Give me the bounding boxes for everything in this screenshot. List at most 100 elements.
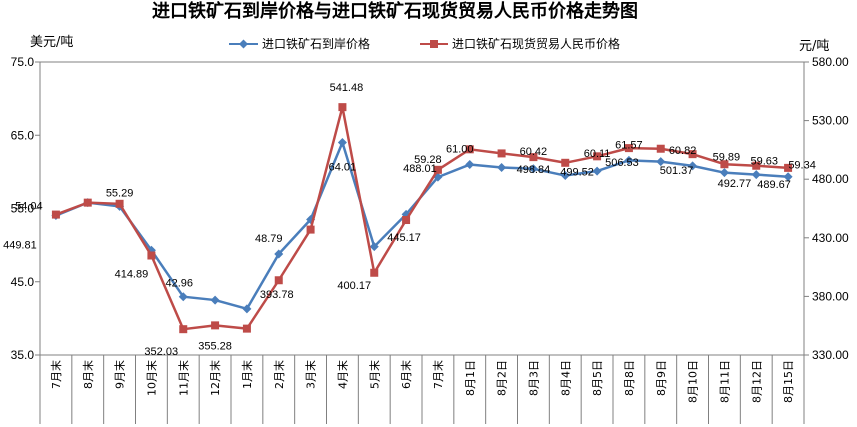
data-point-series-1 xyxy=(719,168,729,178)
data-point-series-2 xyxy=(242,324,251,333)
data-label-series-2: 498.84 xyxy=(517,164,551,176)
data-point-series-2 xyxy=(147,251,156,260)
data-point-series-2 xyxy=(83,198,92,207)
data-point-series-2 xyxy=(497,149,506,158)
data-point-series-2 xyxy=(402,216,411,225)
data-label-series-2: 355.28 xyxy=(198,340,232,352)
data-point-series-1 xyxy=(369,242,379,252)
left-axis-unit: 美元/吨 xyxy=(30,35,73,50)
data-point-series-2 xyxy=(784,163,793,172)
legend: 进口铁矿石到岸价格 进口铁矿石现货贸易人民币价格 xyxy=(229,36,620,51)
data-label-series-1: 59.63 xyxy=(750,156,778,168)
x-axis-tick-label: 1月末 xyxy=(240,360,254,389)
data-label-series-1: 64.01 xyxy=(329,162,357,174)
data-label-series-2: 506.53 xyxy=(605,157,639,169)
series-line-2 xyxy=(55,105,789,331)
data-label-series-1: 59.28 xyxy=(414,154,442,166)
data-point-series-1 xyxy=(688,161,698,171)
legend-label-series-2: 进口铁矿石现货贸易人民币价格 xyxy=(452,36,620,51)
legend-label-series-1: 进口铁矿石到岸价格 xyxy=(262,36,370,51)
chart-title: 进口铁矿石到岸价格与进口铁矿石现货贸易人民币价格走势图 xyxy=(152,0,638,22)
data-point-series-1 xyxy=(528,164,538,174)
data-point-series-2 xyxy=(529,153,538,162)
x-axis-tick-label: 4月末 xyxy=(335,360,349,389)
left-axis-tick-label: 55.0 xyxy=(11,202,35,216)
data-label-series-2: 541.48 xyxy=(330,82,364,94)
x-axis-tick-label: 5月末 xyxy=(367,360,381,389)
x-axis-tick-label: 7月末 xyxy=(431,360,445,389)
data-label-series-2: 501.37 xyxy=(660,165,694,177)
right-axis-tick-label: 530.00 xyxy=(812,114,849,128)
data-point-series-2 xyxy=(688,150,697,159)
right-axis-tick-label: 380.00 xyxy=(812,289,849,303)
x-axis-tick-label: 8月9日 xyxy=(655,360,668,396)
right-axis-tick-label: 330.00 xyxy=(812,348,849,362)
data-point-series-1 xyxy=(337,138,347,148)
data-label-series-1: 59.34 xyxy=(788,160,816,172)
series-layer xyxy=(51,103,793,334)
right-axis-tick-label: 430.00 xyxy=(812,231,849,245)
x-axis-tick-label: 8月8日 xyxy=(623,360,636,396)
x-axis-tick-label: 8月4日 xyxy=(559,360,572,396)
data-label-series-1: 60.82 xyxy=(669,145,697,157)
data-point-series-2 xyxy=(624,144,633,153)
data-point-series-1 xyxy=(783,172,793,182)
left-axis-tick-label: 45.0 xyxy=(11,275,35,289)
data-point-series-1 xyxy=(178,292,188,302)
x-axis-tick-label: 8月3日 xyxy=(527,360,540,396)
x-axis-tick-label: 8月11日 xyxy=(718,360,731,403)
data-point-series-2 xyxy=(179,325,188,334)
data-label-series-1: 42.96 xyxy=(165,278,193,290)
x-axis-tick-label: 8月5日 xyxy=(591,360,604,396)
data-point-series-2 xyxy=(433,165,442,174)
data-point-series-2 xyxy=(656,144,665,153)
data-labels: 54.04 55.29 42.96 48.79 64.01 59.28 61.00 60.42… xyxy=(3,82,816,358)
x-axis-tick-label: 11月末 xyxy=(176,360,190,396)
data-label-series-1: 55.29 xyxy=(106,187,134,199)
data-point-series-2 xyxy=(338,103,347,112)
x-axis-tick-label: 8月2日 xyxy=(496,360,509,396)
data-point-series-1 xyxy=(751,170,761,180)
data-point-series-2 xyxy=(370,268,379,277)
data-point-series-1 xyxy=(560,171,570,181)
x-axis-tick-label: 8月末 xyxy=(81,360,95,389)
right-axis-unit: 元/吨 xyxy=(799,39,829,54)
data-point-series-2 xyxy=(752,161,761,170)
data-label-series-2: 449.81 xyxy=(3,240,37,252)
x-axis-tick-label: 8月1日 xyxy=(464,360,477,396)
data-label-series-1: 61.00 xyxy=(446,144,474,156)
x-axis-tick-label: 8月10日 xyxy=(687,360,700,403)
data-label-series-2: 400.17 xyxy=(337,280,371,292)
data-label-series-1: 60.42 xyxy=(520,146,548,158)
x-axis-tick-label: 10月末 xyxy=(144,360,158,396)
x-axis-tick-label: 3月末 xyxy=(304,360,318,389)
data-point-series-1 xyxy=(274,249,284,259)
left-axis-tick-label: 35.0 xyxy=(11,348,35,362)
axes: 35.0 45.0 55.0 65.0 75.0 330.00 380.00 430.00 48… xyxy=(11,55,849,424)
x-axis-tick-label: 12月末 xyxy=(208,360,222,396)
data-point-series-1 xyxy=(592,166,602,176)
data-label-series-1: 59.89 xyxy=(713,152,741,164)
right-axis-tick-label: 480.00 xyxy=(812,172,849,186)
data-point-series-1 xyxy=(210,295,220,305)
legend-marker-series-2 xyxy=(430,40,438,48)
data-point-series-2 xyxy=(593,152,602,161)
data-label-series-2: 414.89 xyxy=(115,269,149,281)
data-label-series-2: 492.77 xyxy=(718,178,752,190)
data-label-series-2: 499.52 xyxy=(560,166,594,178)
x-axis-tick-label: 9月末 xyxy=(113,360,127,389)
x-axis-tick-label: 6月末 xyxy=(399,360,413,389)
left-axis-tick-label: 65.0 xyxy=(11,128,35,142)
data-point-series-2 xyxy=(51,210,60,219)
x-axis-tick-label: 7月末 xyxy=(49,360,63,389)
x-axis-tick-label: 8月15日 xyxy=(782,360,795,403)
data-label-series-2: 352.03 xyxy=(144,346,178,358)
data-point-series-2 xyxy=(306,225,315,234)
data-point-series-2 xyxy=(211,321,220,330)
x-axis-tick-label: 2月末 xyxy=(272,360,286,389)
data-point-series-2 xyxy=(465,145,474,154)
data-label-series-2: 445.17 xyxy=(387,232,421,244)
data-point-series-2 xyxy=(274,276,283,285)
data-point-series-2 xyxy=(115,199,124,208)
